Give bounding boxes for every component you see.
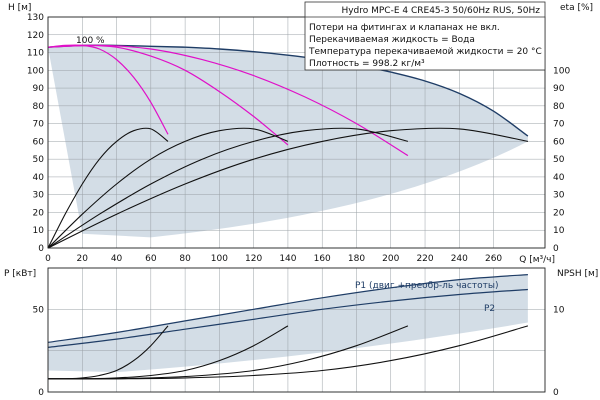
eta-tick-label: 70: [553, 120, 565, 130]
x-tick-label: 200: [382, 254, 399, 264]
eta-axis-label: eta [%]: [560, 3, 593, 13]
head-tick-label: 100: [27, 66, 44, 76]
head-tick-label: 10: [33, 226, 45, 236]
x-tick-label: 120: [245, 254, 262, 264]
info-line: Потери на фитингах и клапанах не вкл.: [309, 23, 500, 33]
chart-title: Hydro MPC-E 4 CRE45-3 50/60Hz RUS, 50Hz: [341, 6, 540, 16]
eta-tick-label: 100: [553, 66, 570, 76]
ticks-layer: 0 20 40 60 80 100 120 140 160 180 200 220 240 2600102…: [27, 13, 571, 398]
head-max-curve: [47, 44, 529, 137]
head-tick-label: 90: [33, 84, 45, 94]
head-tick-label: 70: [33, 120, 45, 130]
npsh-4pumps-curve: [47, 325, 529, 380]
x-tick-label: 40: [111, 254, 123, 264]
power-axis-label: P [кВт]: [4, 269, 36, 279]
power-tick-label: 50: [33, 305, 45, 315]
x-tick-label: 240: [451, 254, 468, 264]
x-tick-label: 220: [416, 254, 433, 264]
x-tick-label: 80: [179, 254, 191, 264]
p2-series-label: P2: [484, 304, 495, 314]
head-1pump-curve: [47, 44, 169, 135]
head-tick-label: 30: [33, 191, 45, 201]
head-3pumps-curve: [47, 44, 409, 157]
frame-layer: [47, 16, 546, 393]
x-tick-label: 180: [348, 254, 365, 264]
eta-tick-label: 40: [553, 173, 565, 183]
head-axis-label: H [м]: [8, 3, 31, 13]
x-tick-label: 100: [211, 254, 228, 264]
speed-label: 100 %: [76, 36, 105, 46]
eta-4pumps-curve: [47, 127, 528, 249]
head-tick-label: 20: [33, 208, 45, 218]
x-tick-label: 0: [45, 254, 51, 264]
eta-3pumps-curve: [47, 127, 409, 249]
p1-max-curve: [47, 274, 528, 343]
npsh-axis-label: NPSH [м]: [557, 269, 598, 279]
head-tick-label: 130: [27, 13, 44, 23]
eta-tick-label: 90: [553, 84, 565, 94]
npsh-tick-label: 0: [553, 388, 559, 398]
eta-tick-label: 0: [553, 244, 559, 254]
info-box: [304, 1, 546, 71]
eta-tick-label: 80: [553, 102, 565, 112]
head-tick-label: 60: [33, 137, 45, 147]
power-plot-frame: [47, 267, 546, 393]
x-tick-label: 140: [279, 254, 296, 264]
x-tick-label: 20: [77, 254, 89, 264]
head-tick-label: 80: [33, 102, 45, 112]
x-tick-label: 60: [145, 254, 157, 264]
p1-series-label: P1 (двиг.+преобр-ль частоты): [355, 281, 499, 291]
head-plot-frame: [47, 16, 546, 249]
head-tick-label: 120: [27, 31, 44, 41]
curves-layer: [47, 44, 529, 380]
info-line: Плотность = 998.2 кг/м³: [309, 59, 425, 69]
head-tick-label: 110: [27, 49, 44, 59]
head-tick-label: 40: [33, 173, 45, 183]
eta-tick-label: 20: [553, 208, 565, 218]
eta-tick-label: 30: [553, 191, 565, 201]
npsh-tick-label: 10: [553, 305, 565, 315]
x-tick-label: 160: [314, 254, 331, 264]
eta-1pump-curve: [47, 127, 169, 249]
x-tick-label: 260: [485, 254, 502, 264]
eta-2pumps-curve: [47, 127, 289, 249]
power-tick-label: 0: [38, 388, 44, 398]
head-tick-label: 50: [33, 155, 45, 165]
head-tick-label: 0: [38, 244, 44, 254]
eta-tick-label: 10: [553, 226, 565, 236]
eta-tick-label: 50: [553, 155, 565, 165]
info-line: Температура перекачиваемой жидкости = 20…: [308, 47, 542, 57]
eta-tick-label: 60: [553, 137, 565, 147]
p2-max-curve: [47, 288, 528, 348]
x-axis-label: Q [м³/ч]: [519, 255, 555, 265]
info-line: Перекачиваемая жидкость = Вода: [309, 35, 475, 45]
